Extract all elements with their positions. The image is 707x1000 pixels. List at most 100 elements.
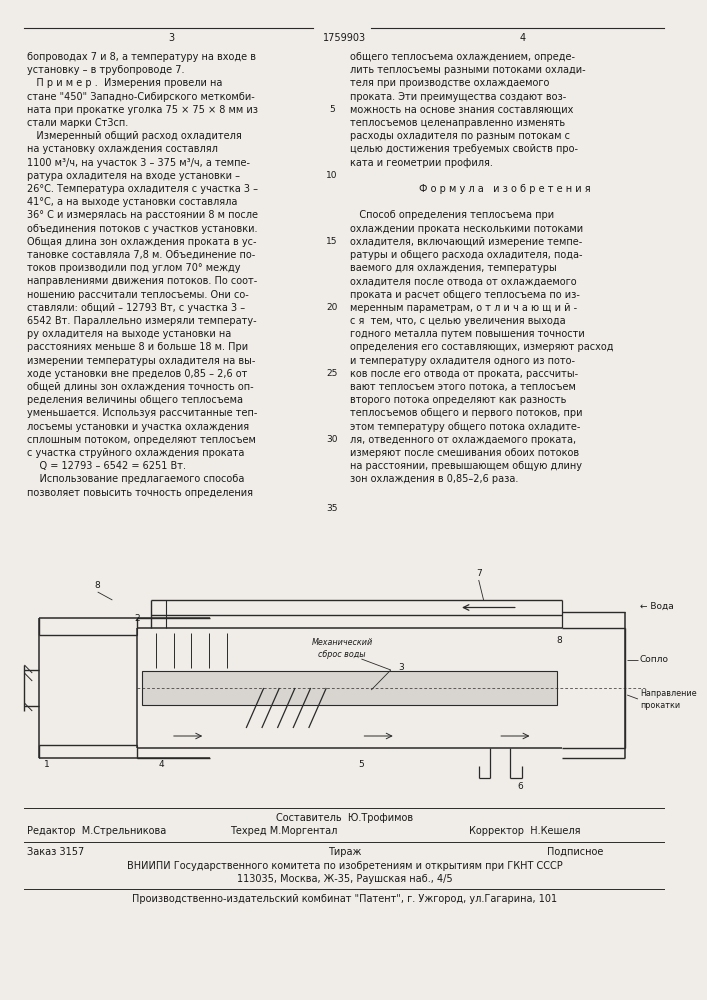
Text: ← Вода: ← Вода [640,601,674,610]
Text: ру охладителя на выходе установки на: ру охладителя на выходе установки на [28,329,232,339]
Text: 6542 Вт. Параллельно измеряли температу-: 6542 Вт. Параллельно измеряли температу- [28,316,257,326]
Text: ката и геометрии профиля.: ката и геометрии профиля. [350,158,493,168]
Text: 3: 3 [168,33,174,43]
Text: 1: 1 [44,760,49,769]
Text: второго потока определяют как разность: второго потока определяют как разность [350,395,566,405]
Text: меренным параметрам, о т л и ч а ю щ и й -: меренным параметрам, о т л и ч а ю щ и й… [350,303,577,313]
Text: Q = 12793 – 6542 = 6251 Вт.: Q = 12793 – 6542 = 6251 Вт. [28,461,187,471]
Text: ля, отведенного от охлаждаемого проката,: ля, отведенного от охлаждаемого проката, [350,435,576,445]
Text: Редактор  М.Стрельникова: Редактор М.Стрельникова [28,826,167,836]
Text: вают теплосъем этого потока, а теплосъем: вают теплосъем этого потока, а теплосъем [350,382,575,392]
Text: Сопло: Сопло [640,656,669,664]
Text: охладителя после отвода от охлаждаемого: охладителя после отвода от охлаждаемого [350,276,576,286]
Text: годного металла путем повышения точности: годного металла путем повышения точности [350,329,585,339]
Text: Составитель  Ю.Трофимов: Составитель Ю.Трофимов [276,813,414,823]
Text: 5: 5 [329,105,335,114]
Text: 20: 20 [327,303,338,312]
Text: зон охлаждения в 0,85–2,6 раза.: зон охлаждения в 0,85–2,6 раза. [350,474,518,484]
Text: объединения потоков с участков установки.: объединения потоков с участков установки… [28,224,258,234]
Text: 3: 3 [399,663,404,672]
Text: лосъемы установки и участка охлаждения: лосъемы установки и участка охлаждения [28,422,250,432]
Text: 36° С и измерялась на расстоянии 8 м после: 36° С и измерялась на расстоянии 8 м пос… [28,210,258,220]
Text: П р и м е р .  Измерения провели на: П р и м е р . Измерения провели на [28,78,223,88]
Text: 1100 м³/ч, на участок 3 – 375 м³/ч, а темпе-: 1100 м³/ч, на участок 3 – 375 м³/ч, а те… [28,158,250,168]
Text: 2: 2 [134,614,139,623]
Text: 4: 4 [520,33,526,43]
Text: Механический: Механический [311,638,373,647]
Text: целью достижения требуемых свойств про-: целью достижения требуемых свойств про- [350,144,578,154]
Text: с я  тем, что, с целью увеличения выхода: с я тем, что, с целью увеличения выхода [350,316,566,326]
Text: 41°С, а на выходе установки составляла: 41°С, а на выходе установки составляла [28,197,238,207]
Text: Производственно-издательский комбинат "Патент", г. Ужгород, ул.Гагарина, 101: Производственно-издательский комбинат "П… [132,894,557,904]
Text: 7: 7 [476,569,481,578]
Text: Тираж: Тираж [328,847,361,857]
Text: 4: 4 [158,760,164,769]
Text: 26°С. Температура охладителя с участка 3 –: 26°С. Температура охладителя с участка 3… [28,184,258,194]
Text: позволяет повысить точность определения: позволяет повысить точность определения [28,488,253,498]
Text: 113035, Москва, Ж-35, Раушская наб., 4/5: 113035, Москва, Ж-35, Раушская наб., 4/5 [237,874,452,884]
Text: ставляли: общий – 12793 Вт, с участка 3 –: ставляли: общий – 12793 Вт, с участка 3 … [28,303,245,313]
Text: Заказ 3157: Заказ 3157 [28,847,85,857]
Text: ношению рассчитали теплосъемы. Они со-: ношению рассчитали теплосъемы. Они со- [28,290,249,300]
Text: 1759903: 1759903 [323,33,366,43]
Text: 10: 10 [327,171,338,180]
Text: общей длины зон охлаждения точность оп-: общей длины зон охлаждения точность оп- [28,382,254,392]
Bar [141,671,557,705]
Text: общего теплосъема охлаждением, опреде-: общего теплосъема охлаждением, опреде- [350,52,575,62]
Text: теля при производстве охлаждаемого: теля при производстве охлаждаемого [350,78,549,88]
Text: 35: 35 [327,504,338,513]
Text: установку – в трубопроводе 7.: установку – в трубопроводе 7. [28,65,185,75]
Text: Подписное: Подписное [547,847,604,857]
Text: Использование предлагаемого способа: Использование предлагаемого способа [28,474,245,484]
Text: проката и расчет общего теплосъема по из-: проката и расчет общего теплосъема по из… [350,290,580,300]
Text: стали марки Ст3сп.: стали марки Ст3сп. [28,118,129,128]
Text: теплосъемов общего и первого потоков, при: теплосъемов общего и первого потоков, пр… [350,408,583,418]
Text: 5: 5 [358,760,364,769]
Text: определения его составляющих, измеряют расход: определения его составляющих, измеряют р… [350,342,613,352]
Text: Корректор  Н.Кешеля: Корректор Н.Кешеля [469,826,580,836]
Text: Техред М.Моргентал: Техред М.Моргентал [230,826,337,836]
Text: ходе установки вне пределов 0,85 – 2,6 от: ходе установки вне пределов 0,85 – 2,6 о… [28,369,247,379]
Text: 25: 25 [327,369,338,378]
Text: тановке составляла 7,8 м. Объединение по-: тановке составляла 7,8 м. Объединение по… [28,250,256,260]
Text: ков после его отвода от проката, рассчиты-: ков после его отвода от проката, рассчит… [350,369,578,379]
Text: расстояниях меньше 8 и больше 18 м. При: расстояниях меньше 8 и больше 18 м. При [28,342,248,352]
Text: 6: 6 [518,782,523,791]
Text: ратура охладителя на входе установки –: ратура охладителя на входе установки – [28,171,240,181]
Text: расходы охладителя по разным потокам с: расходы охладителя по разным потокам с [350,131,570,141]
Text: 8: 8 [556,636,562,645]
Text: Способ определения теплосъема при: Способ определения теплосъема при [350,210,554,220]
Text: Направление: Направление [640,688,696,698]
Text: прокатки: прокатки [640,700,680,710]
Text: с участка струйного охлаждения проката: с участка струйного охлаждения проката [28,448,245,458]
Text: сброс воды: сброс воды [318,650,366,659]
Text: ВНИИПИ Государственного комитета по изобретениям и открытиям при ГКНТ СССР: ВНИИПИ Государственного комитета по изоб… [127,861,563,871]
Text: охладителя, включающий измерение темпе-: охладителя, включающий измерение темпе- [350,237,582,247]
Text: 15: 15 [327,237,338,246]
Text: измерении температуры охладителя на вы-: измерении температуры охладителя на вы- [28,356,256,366]
Text: 8: 8 [95,581,100,590]
Text: проката. Эти преимущества создают воз-: проката. Эти преимущества создают воз- [350,92,566,102]
Text: на установку охлаждения составлял: на установку охлаждения составлял [28,144,218,154]
Text: направлениями движения потоков. По соот-: направлениями движения потоков. По соот- [28,276,257,286]
Text: сплошным потоком, определяют теплосъем: сплошным потоком, определяют теплосъем [28,435,256,445]
Text: уменьшается. Используя рассчитанные теп-: уменьшается. Используя рассчитанные теп- [28,408,258,418]
Text: и температуру охладителя одного из пото-: и температуру охладителя одного из пото- [350,356,575,366]
Text: стане "450" Западно-Сибирского меткомби-: стане "450" Западно-Сибирского меткомби- [28,92,255,102]
Text: 30: 30 [327,435,338,444]
Text: теплосъемов целенаправленно изменять: теплосъемов целенаправленно изменять [350,118,565,128]
Text: ната при прокатке уголка 75 × 75 × 8 мм из: ната при прокатке уголка 75 × 75 × 8 мм … [28,105,258,115]
Text: измеряют после смешивания обоих потоков: измеряют после смешивания обоих потоков [350,448,579,458]
Text: токов производили под углом 70° между: токов производили под углом 70° между [28,263,241,273]
Text: лить теплосъемы разными потоками охлади-: лить теплосъемы разными потоками охлади- [350,65,585,75]
Text: Общая длина зон охлаждения проката в ус-: Общая длина зон охлаждения проката в ус- [28,237,257,247]
Text: ределения величины общего теплосъема: ределения величины общего теплосъема [28,395,243,405]
Text: Ф о р м у л а   и з о б р е т е н и я: Ф о р м у л а и з о б р е т е н и я [419,184,591,194]
Text: охлаждении проката несколькими потоками: охлаждении проката несколькими потоками [350,224,583,234]
Text: ратуры и общего расхода охладителя, пода-: ратуры и общего расхода охладителя, пода… [350,250,583,260]
Text: на расстоянии, превышающем общую длину: на расстоянии, превышающем общую длину [350,461,582,471]
Text: ваемого для охлаждения, температуры: ваемого для охлаждения, температуры [350,263,556,273]
Text: Измеренный общий расход охладителя: Измеренный общий расход охладителя [28,131,242,141]
Text: бопроводах 7 и 8, а температуру на входе в: бопроводах 7 и 8, а температуру на входе… [28,52,257,62]
Text: можность на основе знания составляющих: можность на основе знания составляющих [350,105,573,115]
